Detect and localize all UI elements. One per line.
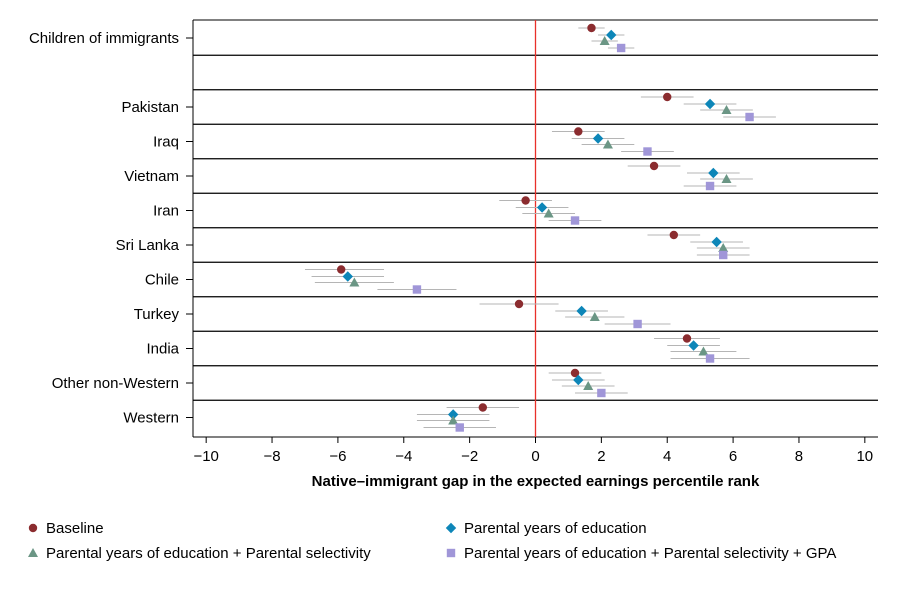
data-point-diamond <box>704 98 716 110</box>
legend-marker-square <box>446 548 456 558</box>
legend-marker-circle <box>28 523 38 533</box>
x-tick-label: −4 <box>395 448 412 465</box>
data-point-square <box>570 216 580 225</box>
category-label: Sri Lanka <box>116 237 180 254</box>
legend: Baseline Parental years of education Paren… <box>28 520 836 562</box>
x-tick-label: 6 <box>729 448 737 465</box>
category-label: Pakistan <box>121 99 179 116</box>
x-axis-title: Native–immigrant gap in the expected ear… <box>312 473 760 490</box>
data-point-circle <box>514 299 524 309</box>
data-point-square <box>745 112 754 122</box>
category-label: Vietnam <box>124 168 179 185</box>
data-point-circle <box>478 403 488 412</box>
data-point-triangle <box>718 243 729 252</box>
category-label: Iraq <box>153 134 179 151</box>
data-point-circle <box>570 368 580 378</box>
data-point-diamond <box>576 305 587 317</box>
data-point-diamond <box>711 236 722 248</box>
data-point-circle <box>649 161 659 171</box>
data-point-diamond <box>688 340 699 351</box>
category-label: India <box>146 341 179 358</box>
x-tick-label: 4 <box>663 448 671 465</box>
data-point-triangle <box>583 381 594 390</box>
legend-marker-diamond <box>445 522 457 534</box>
category-label: Turkey <box>134 306 180 323</box>
data-point-diamond <box>708 167 719 179</box>
data-point-triangle <box>589 312 600 321</box>
x-tick-label: 0 <box>531 448 539 465</box>
data-point-diamond <box>573 374 584 386</box>
axes: Children of immigrants Pakistan Iraq Vietna… <box>29 30 873 465</box>
x-tick-label: −10 <box>193 448 218 465</box>
legend-label: Baseline <box>46 520 104 537</box>
data-point-circle <box>574 127 583 136</box>
x-tick-label: −8 <box>263 448 280 465</box>
data-point-diamond <box>592 133 604 144</box>
data-point-triangle <box>721 174 732 183</box>
data-point-diamond <box>606 29 617 41</box>
x-tick-label: 10 <box>856 448 873 465</box>
data-point-circle <box>587 23 596 33</box>
data-point-diamond <box>536 202 548 213</box>
legend-label: Parental years of education <box>464 520 647 537</box>
data-point-square <box>616 43 626 53</box>
legend-marker-triangle <box>28 548 38 557</box>
plot-panel <box>192 19 878 438</box>
data-point-triangle <box>698 346 709 356</box>
data-point-triangle <box>543 208 554 218</box>
x-tick-label: 2 <box>597 448 605 465</box>
data-point-triangle <box>448 415 459 425</box>
data-point-circle <box>663 92 672 102</box>
category-label: Children of immigrants <box>29 30 179 47</box>
data-point-diamond <box>342 271 353 282</box>
category-label: Iran <box>153 203 179 220</box>
x-tick-label: 8 <box>795 448 803 465</box>
data-point-triangle <box>721 105 732 114</box>
category-label: Chile <box>145 272 179 289</box>
data-point-square <box>455 423 464 432</box>
data-point-square <box>412 285 422 294</box>
data-point-circle <box>669 230 679 240</box>
data-point-diamond <box>447 409 459 420</box>
data-point-square <box>719 250 728 260</box>
data-point-square <box>643 147 652 156</box>
data-point-circle <box>336 265 346 274</box>
legend-label: Parental years of education + Parental s… <box>46 545 371 562</box>
data-points <box>336 23 754 432</box>
data-point-square <box>597 388 606 398</box>
data-point-square <box>633 319 642 329</box>
data-point-triangle <box>349 277 360 287</box>
x-tick-label: −6 <box>329 448 346 465</box>
data-point-circle <box>521 196 530 205</box>
data-point-circle <box>682 334 692 343</box>
data-point-square <box>705 354 715 363</box>
category-label: Western <box>123 410 179 427</box>
category-label: Other non-Western <box>52 375 179 392</box>
legend-label: Parental years of education + Parental s… <box>464 545 836 562</box>
x-tick-label: −2 <box>461 448 478 465</box>
data-point-square <box>705 181 715 191</box>
data-point-triangle <box>599 36 610 45</box>
data-point-triangle <box>602 139 613 149</box>
